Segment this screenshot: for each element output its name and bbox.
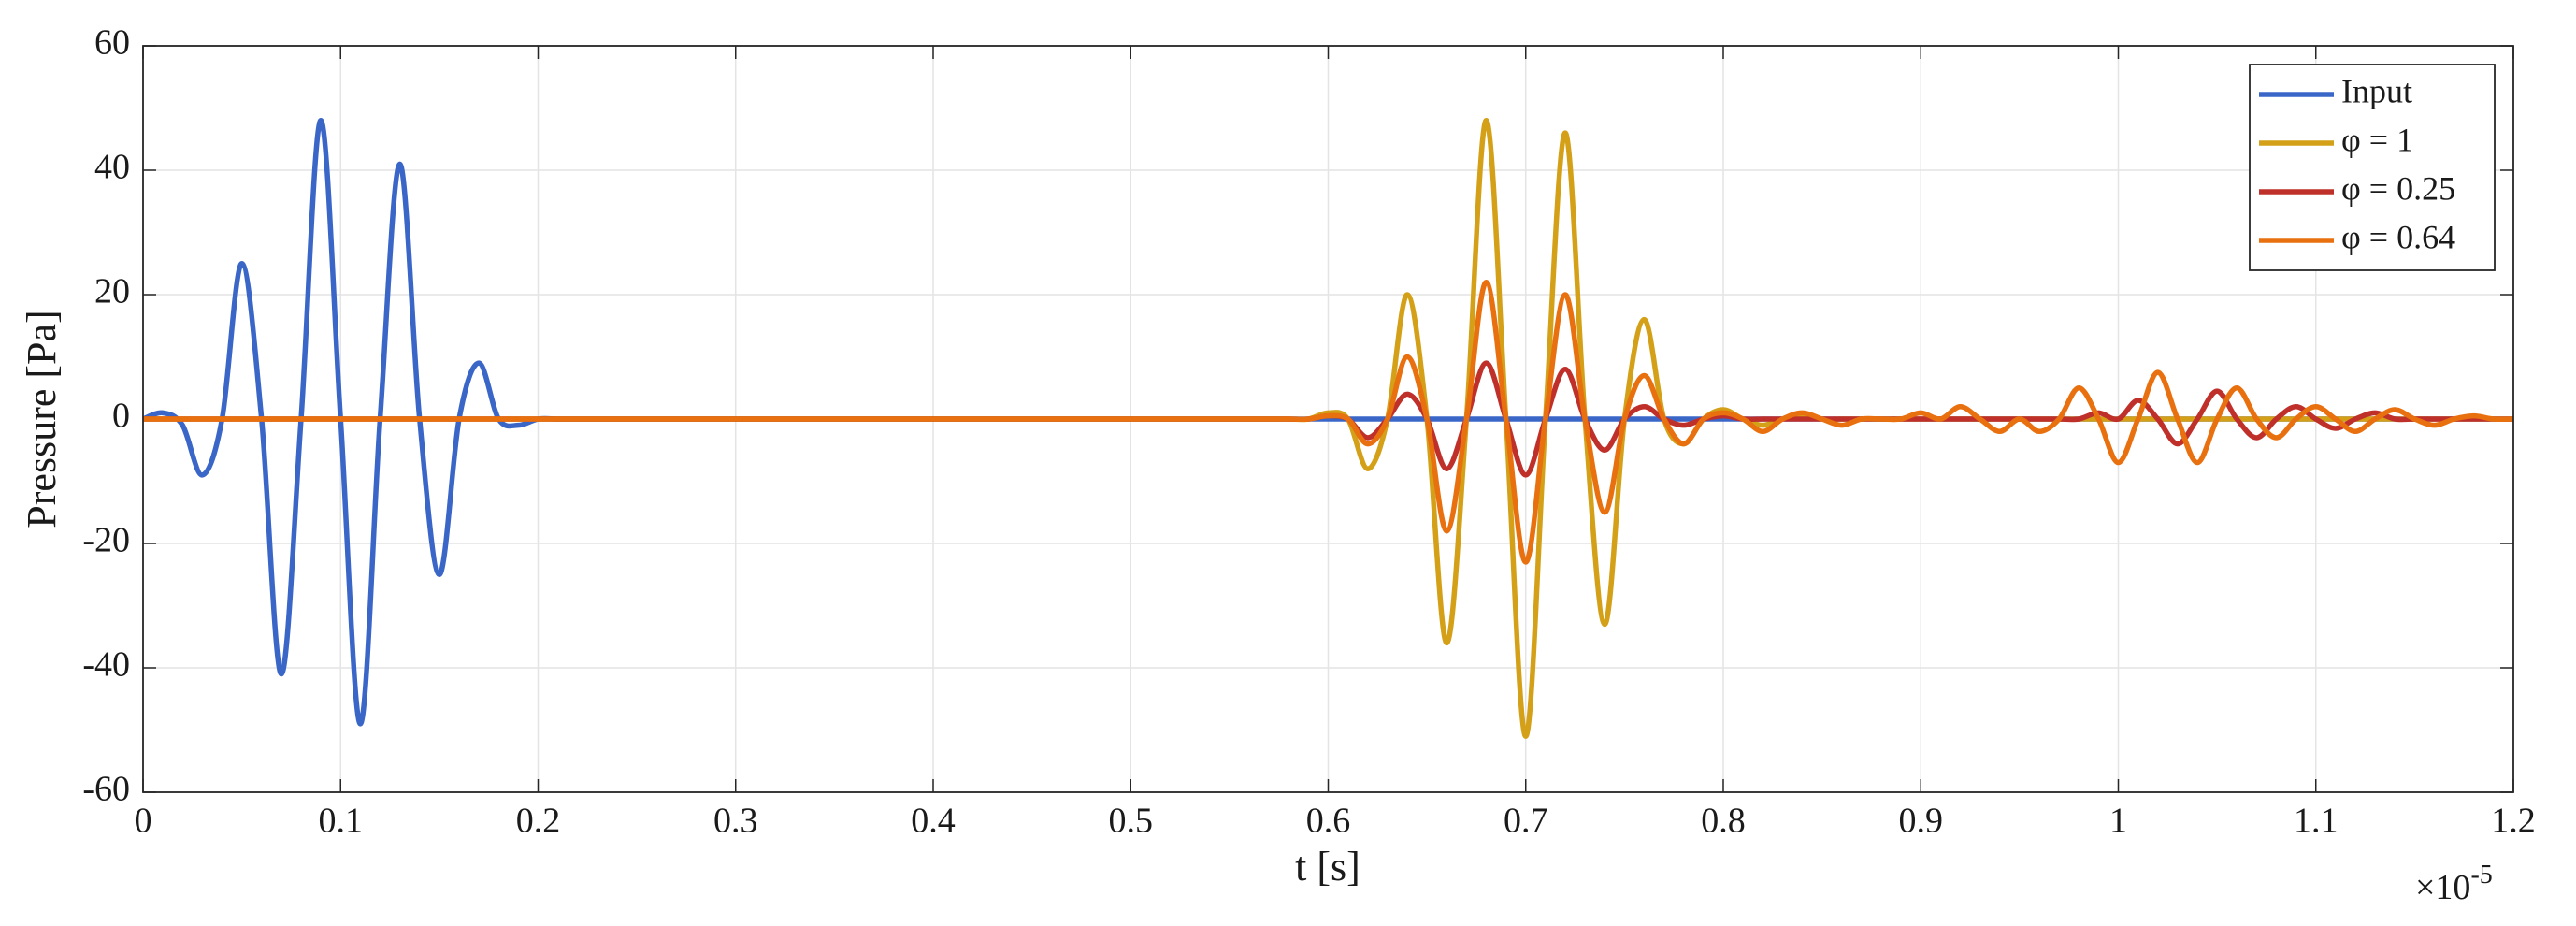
series-line	[143, 279, 2513, 565]
x-multiplier-exponent: -5	[2470, 861, 2492, 890]
x-tick-label: 0.8	[1701, 802, 1746, 841]
x-tick-label: 0.7	[1504, 802, 1548, 841]
legend-label: Input	[2341, 72, 2412, 109]
x-tick-label: 0.1	[319, 802, 364, 841]
y-tick-label: 60	[94, 23, 130, 63]
y-tick-label: -20	[82, 521, 130, 560]
plot-frame	[142, 45, 2514, 793]
x-multiplier-base: ×10	[2415, 868, 2470, 907]
legend-label: φ = 1	[2341, 121, 2413, 158]
legend-label: φ = 0.64	[2341, 218, 2455, 255]
legend-box	[2249, 64, 2496, 271]
y-tick-label: -40	[82, 645, 130, 685]
x-tick-label: 0.9	[1899, 802, 1944, 841]
x-tick-label: 0	[135, 802, 152, 841]
x-tick-label: 0.2	[516, 802, 561, 841]
y-tick-label: 20	[94, 272, 130, 311]
x-tick-label: 0.4	[911, 802, 956, 841]
x-tick-label: 0.5	[1109, 802, 1154, 841]
legend-label: φ = 0.25	[2341, 169, 2455, 207]
y-tick-label: 40	[94, 148, 130, 187]
x-multiplier: ×10-5	[2415, 861, 2493, 906]
y-tick-label: 0	[112, 397, 130, 436]
x-axis-label: t [s]	[1295, 844, 1360, 890]
y-axis-label: Pressure [Pa]	[19, 310, 65, 528]
y-tick-label: -60	[82, 770, 130, 809]
x-tick-label: 1	[2109, 802, 2127, 841]
x-tick-label: 0.6	[1306, 802, 1351, 841]
x-tick-label: 1.1	[2294, 802, 2339, 841]
x-tick-label: 0.3	[713, 802, 758, 841]
x-tick-label: 1.2	[2491, 802, 2536, 841]
